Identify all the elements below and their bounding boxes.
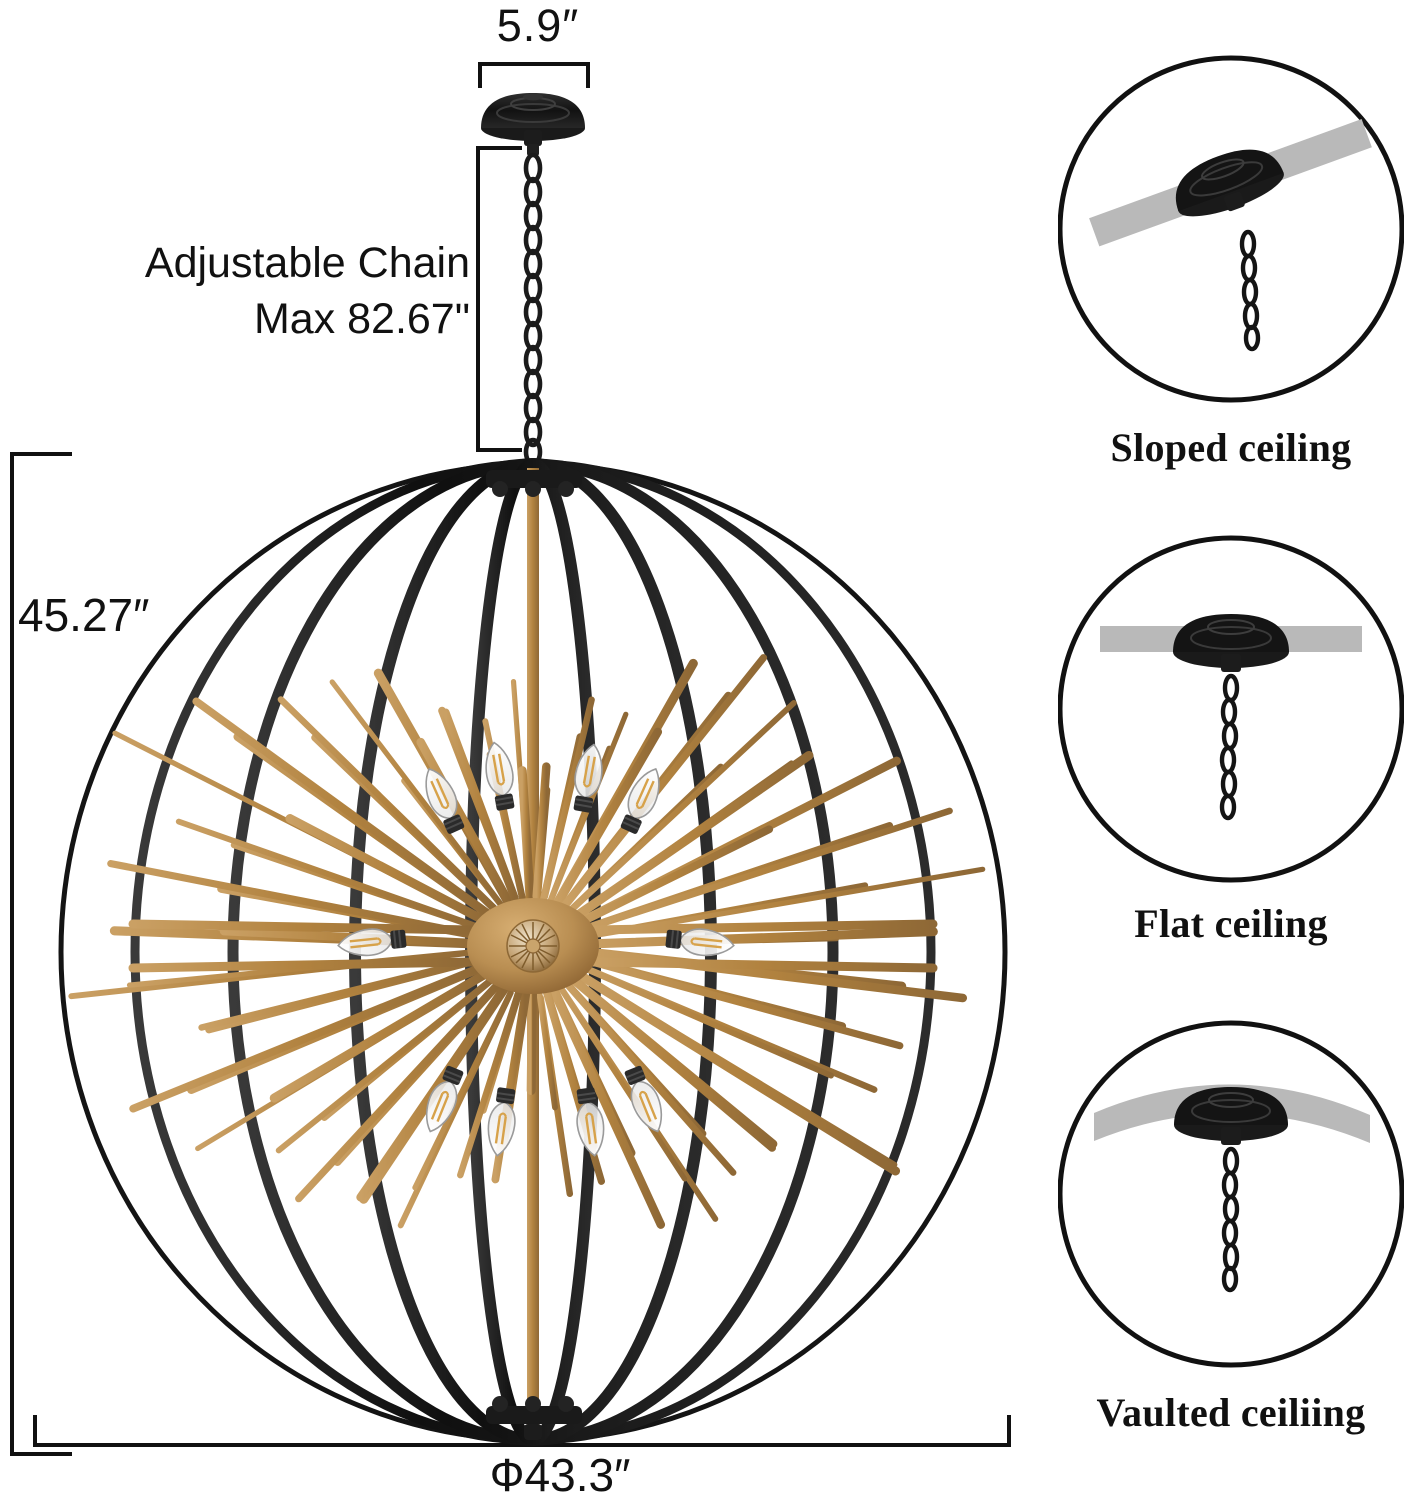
height-dimension-tick-bottom <box>10 1452 72 1456</box>
sloped-ceiling-label: Sloped ceiling <box>1110 425 1352 470</box>
mount-option-vaulted: Vaulted ceiliing <box>1050 1005 1412 1436</box>
diameter-dimension-tick-left <box>33 1415 37 1447</box>
orb-top-hub <box>486 470 582 497</box>
orb-bottom-hub <box>486 1396 582 1440</box>
sunburst-hub <box>467 898 599 994</box>
chain-label-line-1: Adjustable Chain <box>144 239 470 287</box>
mount-option-sloped: Sloped ceiling <box>1050 40 1412 471</box>
diameter-label: Ф43.3″ <box>489 1449 631 1501</box>
diameter-dimension-tick-right <box>1007 1415 1011 1447</box>
chandelier-illustration <box>58 93 1008 1446</box>
chain-dimension-tick-top <box>476 146 522 150</box>
ceiling-canopy <box>481 93 585 156</box>
mount-option-flat: Flat ceiling <box>1050 520 1412 947</box>
canopy-dimension-bracket <box>478 62 590 66</box>
chain-length-label: Adjustable Chain Max 82.67" <box>20 236 470 348</box>
height-dimension-bracket <box>10 452 14 1456</box>
chain-label-line-2: Max 82.67" <box>253 294 470 343</box>
canopy-dimension-tick-right <box>586 62 590 88</box>
vaulted-ceiling-label: Vaulted ceiliing <box>1096 1390 1366 1435</box>
flat-ceiling-icon <box>1057 520 1405 898</box>
height-label: 45.27″ <box>18 589 150 641</box>
canopy-width-label: 5.9″ <box>496 0 580 51</box>
height-dimension-tick-top <box>10 452 72 456</box>
chain-dimension-bracket <box>476 146 480 452</box>
vaulted-ceiling-icon <box>1057 1005 1405 1383</box>
flat-ceiling-label: Flat ceiling <box>1134 901 1328 946</box>
chain-dimension-tick-bottom <box>476 448 522 452</box>
hanging-chain <box>523 152 543 467</box>
canopy-dimension-tick-left <box>478 62 482 88</box>
sloped-ceiling-icon <box>1057 40 1405 418</box>
